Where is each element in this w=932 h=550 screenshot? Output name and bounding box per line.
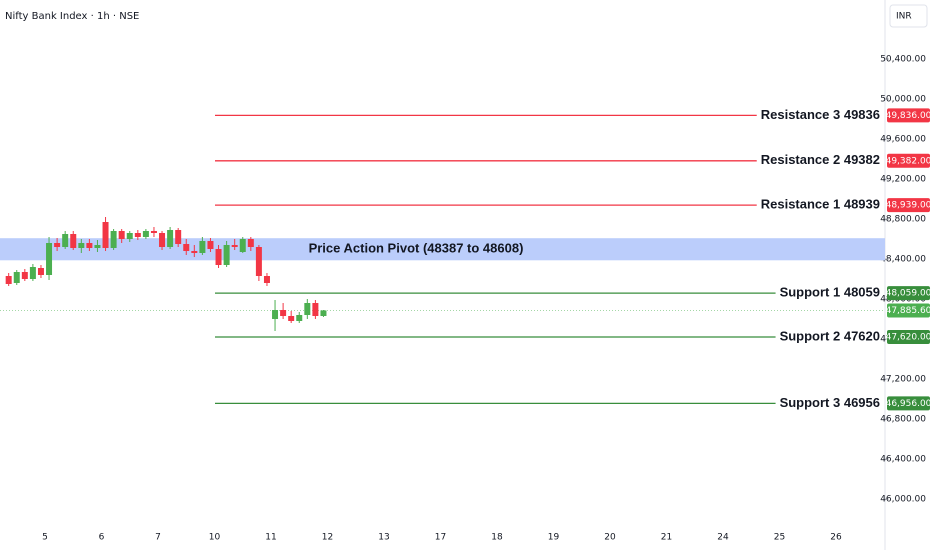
- currency-box[interactable]: [889, 4, 928, 28]
- candle-body: [191, 251, 198, 253]
- candle-body: [126, 233, 133, 239]
- price-tag-label: 49,382.00: [886, 156, 932, 166]
- y-tick-label: 47,200.00: [880, 375, 926, 385]
- candle-body: [231, 245, 238, 247]
- y-tick-label: 49,600.00: [880, 135, 926, 145]
- candle-body: [199, 241, 206, 253]
- price-tag-label: 48,939.00: [886, 201, 932, 211]
- candle-body: [102, 222, 109, 248]
- x-tick-label: 12: [322, 533, 333, 543]
- level-label: Resistance 1 48939: [761, 197, 880, 212]
- candle-body: [110, 231, 117, 248]
- y-tick-label: 46,000.00: [880, 495, 926, 505]
- price-tag: [887, 108, 930, 123]
- candle-body: [296, 315, 303, 321]
- candle-body: [70, 234, 77, 248]
- candle-body: [223, 245, 230, 265]
- y-tick-label: 49,200.00: [880, 175, 926, 185]
- candle-body: [54, 243, 61, 247]
- candle-body: [304, 303, 311, 315]
- x-tick-label: 18: [491, 533, 503, 543]
- pivot-label: Price Action Pivot (48387 to 48608): [309, 241, 524, 256]
- candle-body: [150, 231, 157, 233]
- y-tick-label: 48,400.00: [880, 255, 926, 265]
- price-tag-label: 49,836.00: [886, 111, 932, 121]
- candle-body: [94, 245, 101, 248]
- candle-body: [239, 239, 246, 252]
- x-tick-label: 10: [209, 533, 221, 543]
- price-tag: [887, 286, 930, 301]
- candle-body: [207, 241, 214, 249]
- price-tag: [887, 330, 930, 344]
- candle-body: [272, 310, 279, 319]
- price-tag-label: 48,059.00: [886, 289, 932, 299]
- x-tick-label: 11: [265, 533, 276, 543]
- price-tag-label: 47,620.00: [886, 333, 932, 343]
- price-tag: [887, 153, 930, 168]
- currency: INR: [896, 12, 912, 22]
- y-tick-label: 48,800.00: [880, 215, 926, 225]
- price-tag-label: 46,956.00: [886, 399, 932, 409]
- candle-body: [29, 267, 36, 279]
- level-label: Resistance 2 49382: [761, 152, 880, 167]
- x-tick-label: 13: [378, 533, 389, 543]
- candle-body: [46, 243, 53, 275]
- candle-body: [320, 310, 327, 316]
- y-tick-label: 46,800.00: [880, 415, 926, 425]
- y-tick-label: 50,400.00: [880, 55, 926, 65]
- last-price-tag: [887, 303, 930, 318]
- last-price-label: 47,885.60: [886, 306, 932, 316]
- candle-body: [134, 233, 141, 237]
- candle-body: [37, 268, 44, 275]
- x-tick-label: 19: [548, 533, 560, 543]
- level-label: Support 1 48059: [780, 285, 880, 300]
- candle-body: [247, 239, 254, 247]
- candle-body: [21, 272, 28, 279]
- candle-body: [62, 234, 69, 247]
- x-tick-label: 7: [155, 533, 161, 543]
- x-tick-label: 6: [99, 533, 105, 543]
- candle-body: [5, 276, 12, 284]
- x-tick-label: 21: [661, 533, 672, 543]
- candle-body: [86, 243, 93, 248]
- candle-body: [13, 272, 20, 283]
- x-tick-label: 5: [42, 533, 48, 543]
- x-tick-label: 17: [435, 533, 446, 543]
- x-tick-label: 25: [774, 533, 785, 543]
- candle-body: [142, 231, 149, 237]
- price-tag: [887, 396, 930, 411]
- y-tick-label: 50,000.00: [880, 95, 926, 105]
- candle-body: [167, 230, 174, 247]
- candle-body: [78, 243, 85, 248]
- level-label: Support 2 47620: [780, 328, 880, 343]
- y-tick-label: 46,400.00: [880, 455, 926, 465]
- x-tick-label: 20: [604, 533, 616, 543]
- x-tick-label: 26: [830, 533, 842, 543]
- candle-body: [280, 310, 287, 316]
- x-tick-label: 24: [717, 533, 729, 543]
- candle-body: [118, 231, 125, 239]
- candle-body: [255, 247, 262, 276]
- level-label: Resistance 3 49836: [761, 107, 880, 122]
- candle-body: [175, 230, 182, 244]
- candle-body: [288, 316, 295, 321]
- candle-body: [263, 276, 270, 283]
- candle-body: [312, 303, 319, 316]
- price-tag: [887, 198, 930, 213]
- level-label: Support 3 46956: [780, 395, 880, 410]
- chart-title: Nifty Bank Index · 1h · NSE: [5, 11, 139, 22]
- candle-body: [215, 249, 222, 265]
- candle-body: [159, 233, 166, 247]
- candle-body: [183, 244, 190, 251]
